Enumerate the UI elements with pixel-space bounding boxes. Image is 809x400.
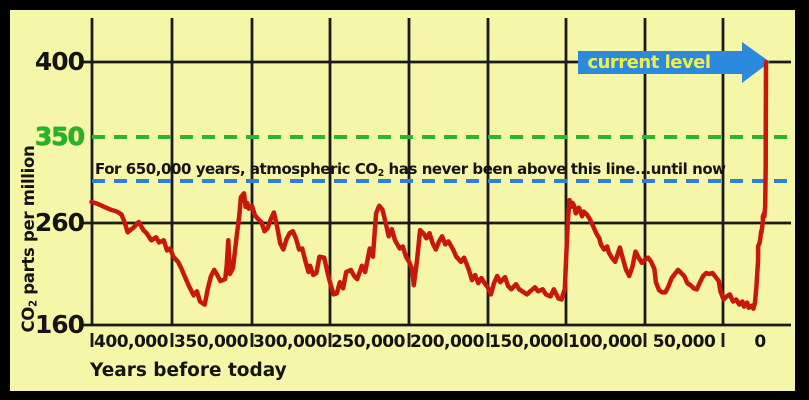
current-level-label: current level xyxy=(587,52,711,73)
x-tick-label: 50,000 xyxy=(652,332,716,352)
x-tick-label: 300,000 xyxy=(253,332,327,352)
y-tick-label: 350 xyxy=(34,122,85,151)
text-part: For 650,000 years, atmospheric CO xyxy=(95,160,378,178)
text-part: 2 xyxy=(377,168,384,180)
y-tick-label: 160 xyxy=(34,310,85,339)
x-tick-label: 150,000 xyxy=(489,332,563,352)
y-tick-label: 260 xyxy=(34,208,85,237)
x-axis-title: Years before today xyxy=(90,360,287,381)
text-part: 2 xyxy=(28,300,40,307)
y-tick-label: 400 xyxy=(34,47,85,76)
text-part: has never been above this line...until n… xyxy=(383,160,727,178)
current-level-arrow xyxy=(578,42,770,83)
x-tick-label: 250,000 xyxy=(331,332,405,352)
co2-series-line xyxy=(89,59,769,311)
x-tick-label: 400,000 xyxy=(94,332,168,352)
x-tick-label: 100,000 xyxy=(568,332,642,352)
x-tick-label: 0 xyxy=(754,332,766,352)
x-tick-label: 350,000 xyxy=(174,332,248,352)
never-above-annotation: For 650,000 years, atmospheric CO2 has n… xyxy=(95,159,726,184)
x-tick-label: 200,000 xyxy=(410,332,484,352)
